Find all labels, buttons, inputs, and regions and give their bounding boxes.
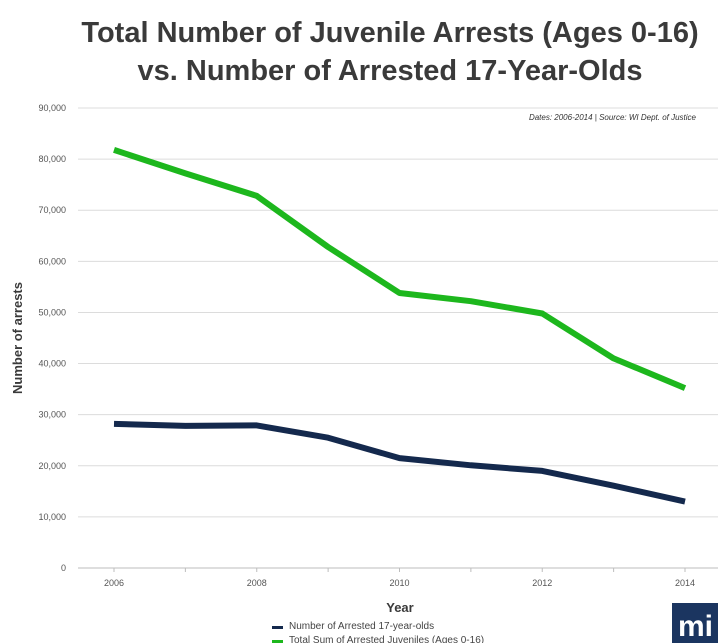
x-tick-label: 2012	[532, 578, 552, 588]
chart-title: Total Number of Juvenile Arrests (Ages 0…	[60, 14, 718, 90]
y-tick-label: 20,000	[38, 461, 66, 471]
axes: 0 10,000 20,000 30,000 40,000 50,000 60,000 70,…	[38, 103, 718, 588]
x-axis-title: Year	[386, 600, 413, 615]
series-lines	[113, 147, 687, 505]
x-tick-label: 2014	[675, 578, 695, 588]
y-tick-label: 60,000	[38, 256, 66, 266]
y-tick-label: 70,000	[38, 205, 66, 215]
x-tick-label: 2008	[247, 578, 267, 588]
series-line-juveniles	[113, 147, 687, 391]
y-tick-label: 90,000	[38, 103, 66, 113]
legend-item-17-year-olds: Number of Arrested 17-year-olds	[272, 620, 484, 634]
legend-label-juveniles: Total Sum of Arrested Juveniles (Ages 0-…	[289, 635, 485, 643]
brand-logo-text: mi	[678, 610, 714, 643]
chart-title-line-2: vs. Number of Arrested 17-Year-Olds	[137, 55, 643, 87]
source-note: Dates: 2006-2014 | Source: WI Dept. of J…	[528, 113, 696, 122]
x-tick-label: 2006	[104, 578, 124, 588]
y-tick-label: 40,000	[38, 359, 66, 369]
gridlines	[78, 107, 718, 518]
y-tick-label: 30,000	[38, 410, 66, 420]
y-tick-label: 80,000	[38, 154, 66, 164]
legend-swatch-green	[272, 640, 283, 643]
chart-legend: Number of Arrested 17-year-olds Total Su…	[272, 620, 484, 643]
y-tick-label: 10,000	[38, 512, 66, 522]
y-axis-title: Number of arrests	[10, 282, 25, 394]
brand-logo: mi	[672, 603, 718, 643]
series-line-17-year-olds	[113, 420, 686, 505]
x-tick-label: 2010	[389, 578, 409, 588]
legend-swatch-navy	[272, 626, 283, 629]
y-tick-label: 50,000	[38, 307, 66, 317]
legend-label-17-year-olds: Number of Arrested 17-year-olds	[289, 621, 435, 632]
y-tick-label: 0	[61, 563, 66, 573]
legend-item-juveniles: Total Sum of Arrested Juveniles (Ages 0-…	[272, 634, 484, 643]
chart-title-line-1: Total Number of Juvenile Arrests (Ages 0…	[81, 17, 699, 49]
